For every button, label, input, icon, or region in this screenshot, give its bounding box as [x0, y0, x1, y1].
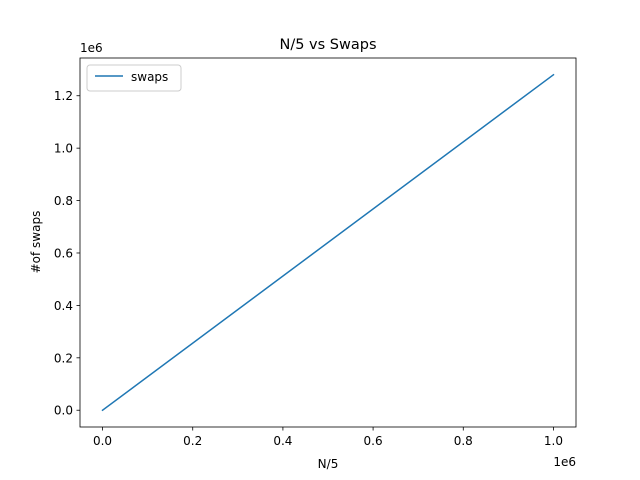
y-axis-ticks: 0.0 0.2 0.4 0.6 0.8 1.0 1.2 — [54, 89, 80, 418]
y-tick-label: 0.2 — [54, 351, 73, 365]
y-tick-label: 0.0 — [54, 404, 73, 418]
legend-box — [86, 64, 182, 92]
chart-title: N/5 vs Swaps — [279, 37, 376, 53]
legend-label-swaps: swaps — [131, 70, 168, 84]
x-tick-label: 0.0 — [93, 434, 112, 448]
x-tick-label: 1.0 — [544, 434, 563, 448]
y-axis-label: #of swaps — [29, 211, 43, 274]
legend: swaps — [86, 64, 182, 92]
y-tick-label: 0.6 — [54, 246, 73, 260]
x-tick-label: 0.8 — [454, 434, 473, 448]
y-tick-label: 1.0 — [54, 142, 73, 156]
x-axis-label: N/5 — [318, 457, 339, 471]
plot-area: 0.0 0.2 0.4 0.6 0.8 1.0 0.0 0.2 0.4 0.6 0.8 1.0 1.2 — [54, 57, 577, 448]
series-layer — [101, 73, 555, 412]
y-tick-label: 1.2 — [54, 89, 73, 103]
y-axis-offset-text: 1e6 — [80, 41, 103, 55]
x-axis-ticks: 0.0 0.2 0.4 0.6 0.8 1.0 — [93, 427, 563, 448]
x-axis-offset-text: 1e6 — [553, 455, 576, 469]
y-tick-label: 0.8 — [54, 194, 73, 208]
x-tick-label: 0.2 — [183, 434, 202, 448]
x-tick-label: 0.4 — [273, 434, 292, 448]
y-tick-label: 0.4 — [54, 299, 73, 313]
plot-frame — [79, 57, 577, 428]
series-line-swaps — [101, 73, 555, 412]
x-tick-label: 0.6 — [364, 434, 383, 448]
